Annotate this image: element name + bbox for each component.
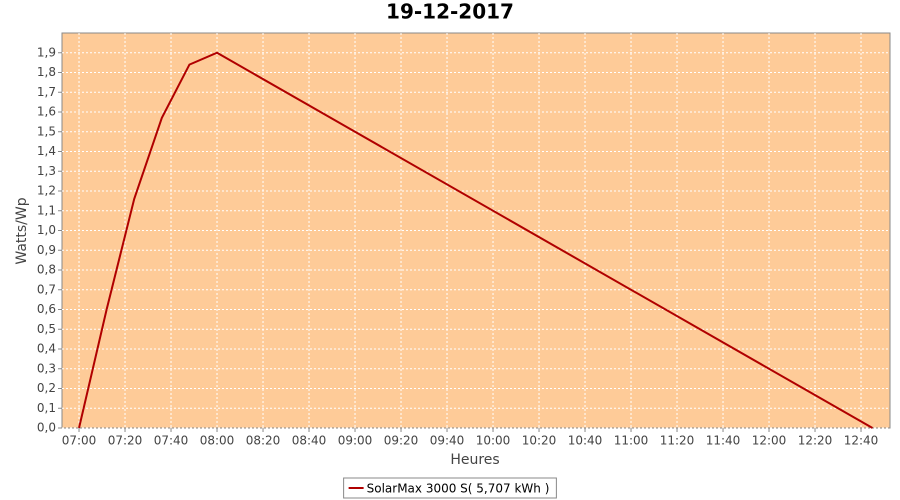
y-tick-label: 1,4 xyxy=(37,144,56,158)
x-axis-title: Heures xyxy=(450,452,499,468)
x-tick-label: 10:40 xyxy=(568,434,603,448)
y-tick-label: 1,3 xyxy=(37,164,56,178)
y-tick-label: 0,7 xyxy=(37,282,56,296)
x-tick-label: 12:40 xyxy=(844,434,879,448)
x-tick-label: 12:00 xyxy=(752,434,787,448)
y-tick-label: 0,8 xyxy=(37,263,56,277)
y-tick-label: 1,5 xyxy=(37,124,56,138)
x-tick-label: 11:20 xyxy=(660,434,695,448)
y-tick-label: 0,3 xyxy=(37,361,56,375)
x-tick-label: 08:40 xyxy=(292,434,327,448)
x-tick-label: 12:20 xyxy=(798,434,833,448)
chart-title: 19-12-2017 xyxy=(386,0,514,24)
y-tick-label: 1,8 xyxy=(37,65,56,79)
x-tick-label: 08:20 xyxy=(246,434,281,448)
legend-label: SolarMax 3000 S( 5,707 kWh ) xyxy=(367,482,550,496)
x-tick-label: 07:00 xyxy=(62,434,97,448)
y-tick-label: 0,4 xyxy=(37,342,56,356)
y-axis-title: Watts/Wp xyxy=(14,197,30,264)
y-tick-label: 1,0 xyxy=(37,223,56,237)
x-tick-label: 10:20 xyxy=(522,434,557,448)
series-line xyxy=(78,51,874,429)
x-tick-label: 08:00 xyxy=(200,434,235,448)
y-tick-label: 0,6 xyxy=(37,302,56,316)
y-tick-label: 0,2 xyxy=(37,381,56,395)
y-tick-label: 0,0 xyxy=(37,421,56,435)
x-tick-label: 07:20 xyxy=(108,434,143,448)
y-tick-label: 0,1 xyxy=(37,401,56,415)
y-tick-label: 1,7 xyxy=(37,85,56,99)
legend-box xyxy=(343,477,557,499)
y-tick-label: 1,6 xyxy=(37,105,56,119)
x-tick-label: 09:00 xyxy=(338,434,373,448)
x-tick-label: 10:00 xyxy=(476,434,511,448)
y-tick-label: 0,9 xyxy=(37,243,56,257)
x-tick-label: 07:40 xyxy=(154,434,189,448)
y-tick-label: 0,5 xyxy=(37,322,56,336)
y-tick-label: 1,2 xyxy=(37,184,56,198)
y-tick-label: 1,9 xyxy=(37,45,56,59)
x-tick-label: 11:00 xyxy=(614,434,649,448)
x-tick-label: 11:40 xyxy=(706,434,741,448)
legend: SolarMax 3000 S( 5,707 kWh ) xyxy=(343,477,557,499)
x-tick-label: 09:20 xyxy=(384,434,419,448)
y-tick-label: 1,1 xyxy=(37,203,56,217)
x-tick-label: 09:40 xyxy=(430,434,465,448)
